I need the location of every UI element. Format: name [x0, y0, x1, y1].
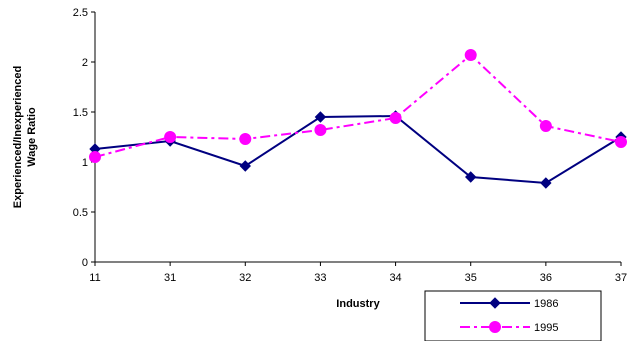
x-tick-label: 36	[540, 272, 552, 284]
series-line-1995	[94, 53, 622, 158]
legend: 1986 1995	[424, 290, 602, 341]
data-point-1986	[314, 111, 327, 123]
series-layer	[89, 49, 627, 189]
data-point-1986	[540, 177, 552, 189]
y-axis-ticks: 0 0.5 1 1.5 2 2.5	[73, 7, 95, 269]
legend-marker-1986	[489, 297, 501, 309]
x-tick-label: 31	[164, 272, 176, 284]
legend-label-1986: 1986	[534, 298, 558, 310]
x-tick-label: 34	[389, 272, 401, 284]
y-axis-title: Experienced/Inexperienced Wage Ratio	[12, 66, 38, 208]
data-point-1995	[89, 151, 101, 163]
y-tick-label: 0.5	[73, 207, 88, 219]
y-axis-title-line-1: Experienced/Inexperienced	[12, 66, 24, 208]
data-point-1995	[314, 124, 327, 136]
x-tick-label: 37	[615, 272, 627, 284]
x-tick-label: 11	[89, 272, 100, 284]
x-tick-label: 33	[314, 272, 326, 284]
x-tick-label: 32	[239, 272, 251, 284]
legend-box	[424, 290, 602, 341]
data-point-1995	[389, 112, 402, 124]
data-point-1995	[164, 131, 177, 143]
x-axis-title: Industry	[336, 298, 380, 310]
y-tick-label: 2	[82, 57, 88, 69]
y-axis-title-line-2: Wage Ratio	[26, 107, 38, 167]
data-point-1986	[465, 171, 477, 183]
series-1995	[89, 49, 627, 163]
data-point-1995	[539, 120, 552, 132]
data-point-1986	[239, 160, 251, 172]
x-tick-label: 35	[465, 272, 477, 284]
y-tick-label: 2.5	[73, 7, 88, 19]
x-axis-ticks: 11 31 32 33 34 35 36 37	[89, 262, 627, 284]
legend-label-1995: 1995	[534, 322, 558, 334]
series-line-1986	[94, 114, 622, 185]
legend-marker-1995	[489, 321, 501, 333]
data-point-1995	[239, 133, 252, 145]
data-point-1995	[464, 49, 477, 61]
y-tick-label: 0	[82, 257, 88, 269]
y-tick-label: 1	[82, 157, 88, 169]
y-tick-label: 1.5	[73, 107, 88, 119]
data-point-1995	[615, 136, 627, 148]
